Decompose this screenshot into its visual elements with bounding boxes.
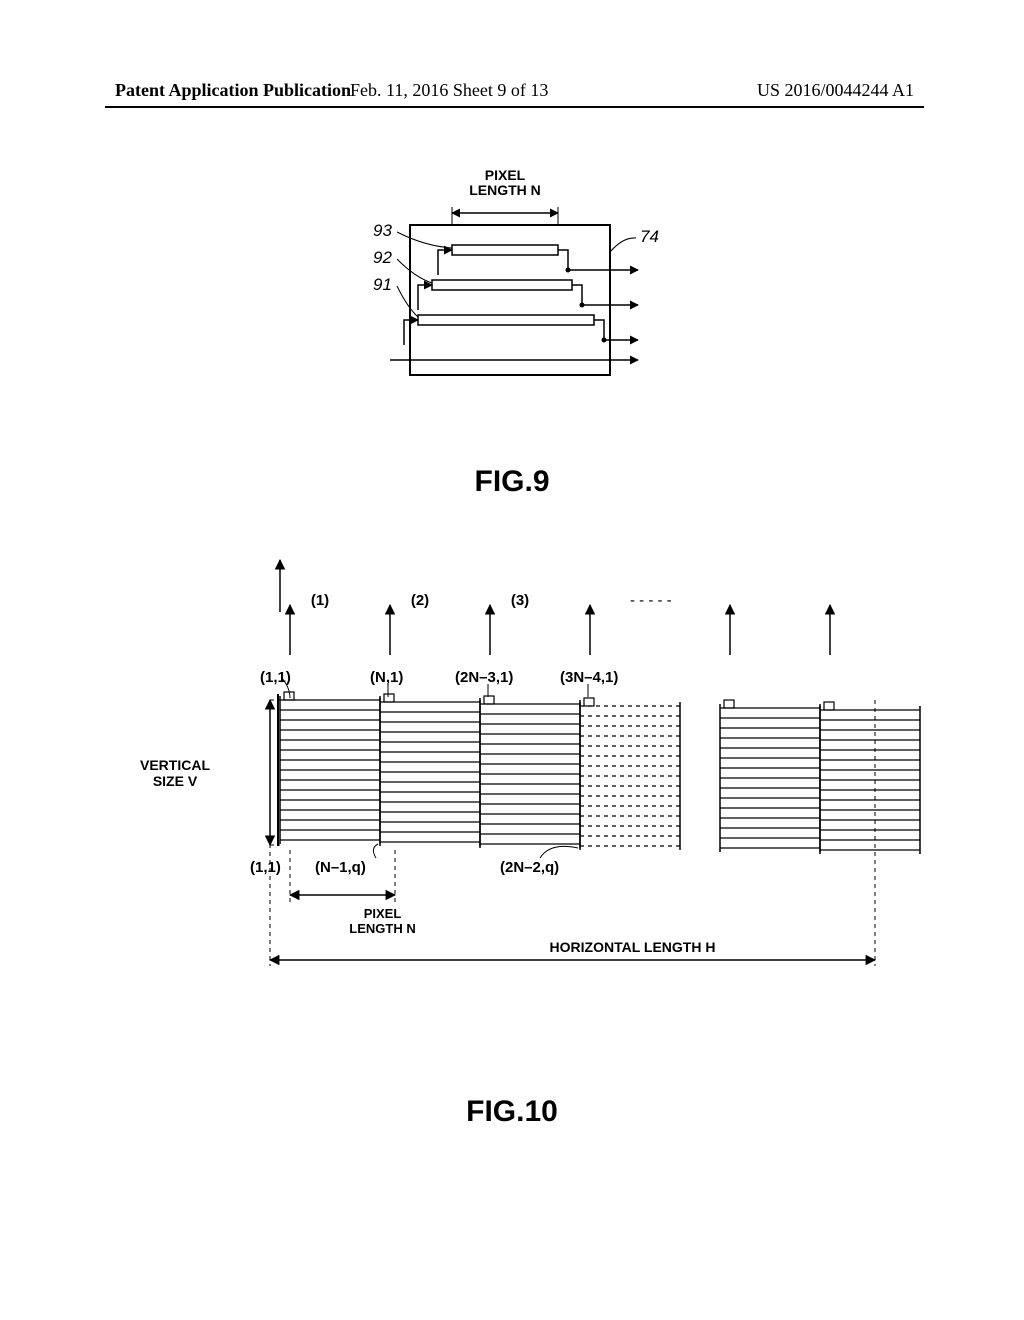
delay-line-92 — [432, 280, 572, 290]
coord-n2: (2N–3,1) — [455, 669, 513, 686]
pixel-length-label: PIXEL — [364, 906, 402, 921]
col-dashes: - - - - - — [630, 592, 672, 609]
vertical-size-label: VERTICAL — [140, 757, 210, 773]
coord-n3: (3N–4,1) — [560, 669, 618, 686]
coord-bl: (1,1) — [250, 859, 281, 876]
leader-91 — [397, 286, 418, 317]
ref-92: 92 — [373, 248, 392, 267]
fig9-diagram: PIXELLENGTH N 93 92 91 74 — [0, 0, 1024, 420]
coord-bn1: (N–1,q) — [315, 859, 366, 876]
vertical-size-label: SIZE V — [153, 773, 198, 789]
pixel-length-label: PIXEL — [485, 167, 526, 183]
col-label: (1) — [311, 592, 329, 609]
fig9-label: FIG.9 — [474, 465, 549, 499]
ref-74: 74 — [640, 227, 659, 246]
leader-93 — [397, 232, 452, 248]
col-label: (2) — [411, 592, 429, 609]
fig10-label: FIG.10 — [466, 1095, 558, 1129]
block-74 — [410, 225, 610, 375]
ref-91: 91 — [373, 275, 392, 294]
leader-92 — [397, 259, 432, 283]
pixel-length-label: LENGTH N — [469, 182, 541, 198]
coord-n1: (N,1) — [370, 669, 403, 686]
pixel-length-label: LENGTH N — [349, 921, 415, 936]
delay-line-93 — [452, 245, 558, 255]
ref-93: 93 — [373, 221, 392, 240]
coord-bn2: (2N–2,q) — [500, 859, 559, 876]
horizontal-length-label: HORIZONTAL LENGTH H — [550, 939, 716, 955]
fig10-diagram: (1) (2) (3) - - - - - (1,1) (N,1) (2N–3,1) (3N–… — [0, 540, 1024, 1100]
leader-74 — [610, 238, 636, 252]
col-label: (3) — [511, 592, 529, 609]
delay-line-91 — [418, 315, 594, 325]
